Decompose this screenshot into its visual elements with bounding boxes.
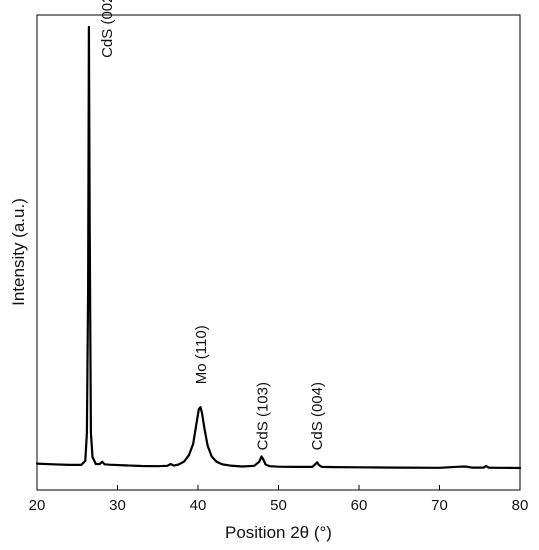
y-axis-label: Intensity (a.u.) xyxy=(9,198,28,306)
peak-label-4: CdS (004) xyxy=(309,382,326,450)
peak-label-2: Mo (110) xyxy=(193,325,210,384)
x-axis-label: Position 2θ (°) xyxy=(225,523,332,542)
x-tick-label-40: 40 xyxy=(190,497,207,514)
xrd-pattern-line xyxy=(35,25,522,470)
peak-label-3: CdS (103) xyxy=(254,382,271,450)
x-tick-label-50: 50 xyxy=(270,497,287,514)
x-tick-label-60: 60 xyxy=(351,497,368,514)
peak-label-1: CdS (002) xyxy=(99,0,116,58)
peak-annotations: CdS (002) Mo (110) CdS (103) CdS (004) xyxy=(99,0,326,450)
x-tick-label-70: 70 xyxy=(431,497,448,514)
x-axis-ticks xyxy=(36,485,521,490)
x-tick-label-80: 80 xyxy=(512,497,529,514)
x-axis-tick-labels: 20 30 40 50 60 70 80 xyxy=(29,497,529,514)
x-tick-label-20: 20 xyxy=(29,497,46,514)
plot-frame xyxy=(36,14,521,491)
x-tick-label-30: 30 xyxy=(109,497,126,514)
